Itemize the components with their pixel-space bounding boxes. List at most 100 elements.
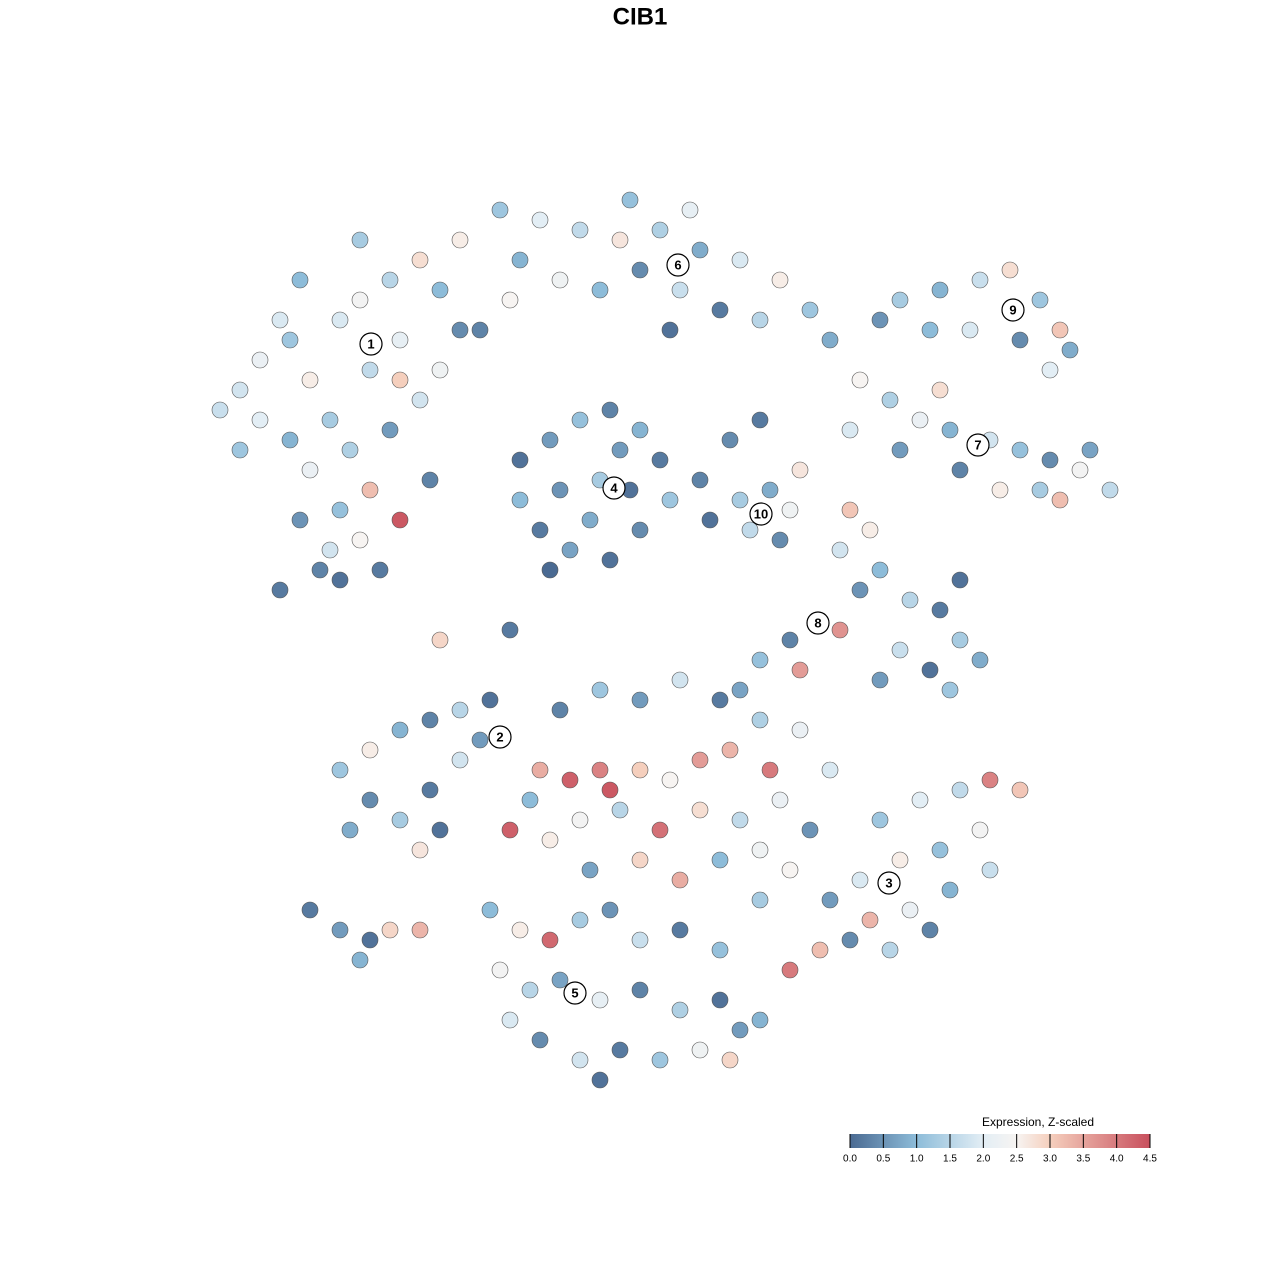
cell-point [421, 471, 439, 489]
cell-point [501, 821, 519, 839]
cell-point [841, 501, 859, 519]
cell-point [801, 301, 819, 319]
cell-point [841, 931, 859, 949]
cell-point [631, 981, 649, 999]
cell-point [601, 901, 619, 919]
cell-point [361, 361, 379, 379]
cell-point [581, 861, 599, 879]
cell-point [1011, 781, 1029, 799]
cell-point [1031, 291, 1049, 309]
cell-point [751, 411, 769, 429]
cell-point [571, 1051, 589, 1069]
cell-point [631, 851, 649, 869]
cell-point [671, 671, 689, 689]
cell-point [891, 291, 909, 309]
cell-point [881, 391, 899, 409]
cell-point [781, 631, 799, 649]
cell-point [591, 681, 609, 699]
cell-point [751, 651, 769, 669]
cell-point [751, 711, 769, 729]
cell-point [431, 631, 449, 649]
cell-point [481, 691, 499, 709]
cell-point [761, 761, 779, 779]
cell-point [1081, 441, 1099, 459]
cell-point [231, 381, 249, 399]
cell-point [451, 701, 469, 719]
cluster-label: 3 [877, 871, 901, 895]
cell-point [321, 411, 339, 429]
cell-point [991, 481, 1009, 499]
cluster-label-text: 8 [814, 615, 821, 630]
cell-point [471, 731, 489, 749]
cluster-label-text: 9 [1009, 302, 1016, 317]
cell-point [901, 901, 919, 919]
cell-point [301, 901, 319, 919]
cell-point [1031, 481, 1049, 499]
cluster-label-text: 3 [885, 875, 892, 890]
cell-point [521, 791, 539, 809]
cluster-label-badge [749, 502, 773, 526]
cell-point [411, 391, 429, 409]
cell-point [331, 501, 349, 519]
cell-point [921, 921, 939, 939]
cell-point [681, 201, 699, 219]
cell-point [711, 991, 729, 1009]
cell-point [531, 761, 549, 779]
cell-point [291, 511, 309, 529]
colorbar-tick-label: 0.5 [876, 1154, 890, 1165]
cell-point [931, 601, 949, 619]
cell-point [861, 521, 879, 539]
cell-point [981, 861, 999, 879]
cluster-label: 10 [749, 502, 773, 526]
cell-point [701, 511, 719, 529]
cell-point [631, 931, 649, 949]
cell-point [361, 791, 379, 809]
cell-point [651, 1051, 669, 1069]
cell-point [551, 971, 569, 989]
cell-point [391, 371, 409, 389]
cell-point [511, 451, 529, 469]
cell-point [651, 221, 669, 239]
cell-point [731, 491, 749, 509]
cell-point [511, 251, 529, 269]
cluster-label: 9 [1001, 298, 1025, 322]
cell-point [1051, 321, 1069, 339]
cell-point [671, 1001, 689, 1019]
cell-point [791, 721, 809, 739]
cell-point [591, 761, 609, 779]
cell-point [1071, 461, 1089, 479]
cell-point [431, 361, 449, 379]
cell-point [501, 621, 519, 639]
cell-point [891, 641, 909, 659]
cell-point [731, 251, 749, 269]
cluster-label-badge [488, 725, 512, 749]
cell-point [531, 211, 549, 229]
cell-point [621, 191, 639, 209]
cell-point [541, 931, 559, 949]
cluster-label-badge [877, 871, 901, 895]
cell-point [1051, 491, 1069, 509]
cell-point [361, 931, 379, 949]
cell-point [491, 201, 509, 219]
cell-point [301, 371, 319, 389]
cell-point [781, 861, 799, 879]
cell-point [561, 541, 579, 559]
cell-point [851, 871, 869, 889]
cell-point [691, 801, 709, 819]
colorbar-tick-label: 3.5 [1076, 1154, 1090, 1165]
cell-point [351, 231, 369, 249]
cell-point [581, 511, 599, 529]
cell-point [751, 841, 769, 859]
cell-point [411, 921, 429, 939]
cell-point [271, 311, 289, 329]
cell-point [471, 321, 489, 339]
cell-point [551, 481, 569, 499]
cell-point [951, 631, 969, 649]
cell-point [851, 581, 869, 599]
cell-point [281, 431, 299, 449]
cluster-label: 1 [359, 332, 383, 356]
cluster-label: 8 [806, 611, 830, 635]
cell-point [421, 781, 439, 799]
cell-point [871, 671, 889, 689]
